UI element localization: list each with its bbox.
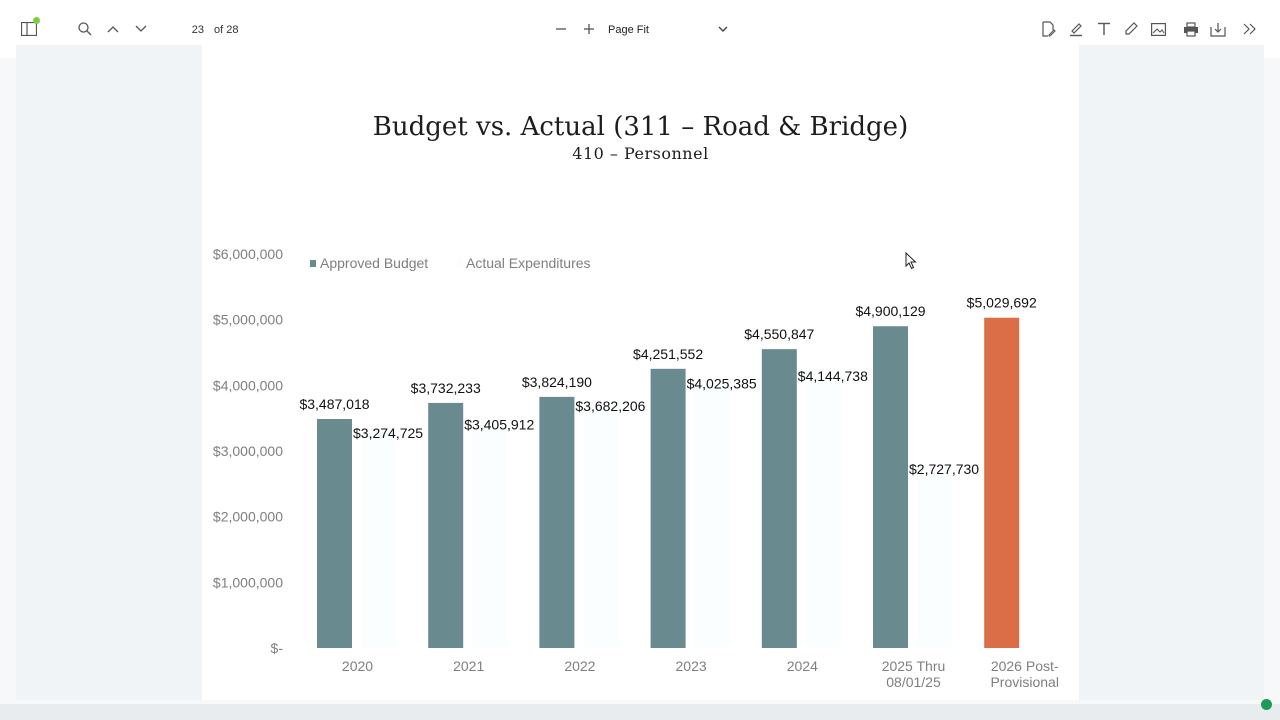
budget-data-label: $5,029,692 [967, 295, 1037, 311]
notification-dot [33, 17, 40, 24]
bottom-bar [0, 704, 1280, 720]
highlight-icon[interactable] [1065, 18, 1087, 40]
y-tick-label: $- [271, 640, 284, 656]
budget-bar [873, 326, 908, 648]
previous-page-icon[interactable] [102, 18, 124, 40]
x-tick-label: 2022 [564, 658, 595, 674]
slide-title: Budget vs. Actual (311 – Road & Bridge) [372, 112, 909, 142]
actual-data-label: $3,405,912 [464, 416, 534, 432]
budget-bar [761, 349, 797, 648]
y-tick-label: $6,000,000 [213, 246, 283, 262]
actual-bar [917, 468, 952, 648]
image-icon[interactable] [1147, 18, 1169, 40]
budget-data-label: $4,550,847 [744, 326, 814, 342]
budget-bar [650, 368, 686, 648]
y-tick-label: $2,000,000 [213, 509, 283, 525]
next-page-icon[interactable] [130, 18, 152, 40]
zoom-select[interactable]: Page Fit [608, 24, 649, 36]
budget-data-label: $4,900,129 [855, 303, 925, 319]
legend-swatch-actual [457, 260, 463, 267]
page-count-label: of 28 [214, 24, 239, 36]
budget-bar [984, 317, 1020, 648]
right-gutter [1079, 45, 1264, 700]
actual-data-label: $4,025,385 [687, 376, 757, 392]
page-number-input[interactable]: 23 [191, 24, 204, 36]
actual-data-label: $3,682,206 [575, 398, 645, 414]
actual-bar [805, 375, 841, 648]
zoom-in-icon[interactable] [578, 18, 600, 40]
text-tool-icon[interactable] [1093, 18, 1115, 40]
more-tools-icon[interactable] [1239, 18, 1261, 40]
print-icon[interactable] [1180, 18, 1202, 40]
left-gutter [16, 45, 202, 700]
x-tick-label: 2020 [342, 658, 373, 674]
y-tick-label: $3,000,000 [213, 443, 283, 459]
legend-label-actual: Actual Expenditures [466, 255, 591, 271]
budget-bar [317, 419, 352, 648]
x-tick-label: 2021 [453, 658, 484, 674]
actual-bar [472, 424, 508, 648]
y-tick-label: $4,000,000 [213, 377, 283, 393]
legend-label-budget: Approved Budget [320, 255, 428, 271]
y-tick-label: $1,000,000 [213, 574, 283, 590]
actual-data-label: $2,727,730 [909, 461, 979, 477]
x-tick-label: 2024 [787, 658, 818, 674]
x-tick-label: Provisional [990, 674, 1058, 690]
budget-bar [428, 402, 464, 648]
actual-data-label: $3,274,725 [353, 425, 423, 441]
chevron-down-icon[interactable] [712, 18, 734, 40]
x-tick-label: 08/01/25 [886, 674, 941, 690]
save-icon[interactable] [1207, 18, 1229, 40]
slide-subtitle: 410 – Personnel [572, 144, 709, 163]
search-icon[interactable] [74, 18, 96, 40]
draw-icon[interactable] [1120, 18, 1142, 40]
x-tick-label: 2023 [676, 658, 707, 674]
actual-data-label: $4,144,738 [798, 368, 868, 384]
edit-pdf-icon[interactable] [1037, 18, 1059, 40]
budget-bar [539, 396, 575, 648]
mouse-cursor-icon [902, 250, 920, 272]
budget-data-label: $4,251,552 [633, 346, 703, 362]
legend-swatch-budget [310, 260, 316, 267]
actual-bar [361, 432, 396, 648]
x-tick-label: 2025 Thru [882, 658, 946, 674]
actual-bar [694, 383, 730, 648]
status-indicator [1261, 699, 1272, 710]
budget-data-label: $3,487,018 [299, 396, 369, 412]
actual-bar [583, 406, 619, 648]
budget-data-label: $3,732,233 [411, 380, 481, 396]
budget-data-label: $3,824,190 [522, 374, 592, 390]
x-tick-label: 2026 Post- [991, 658, 1059, 674]
y-tick-label: $5,000,000 [213, 312, 283, 328]
sidebar-toggle-icon[interactable] [18, 18, 40, 40]
zoom-out-icon[interactable] [550, 18, 572, 40]
